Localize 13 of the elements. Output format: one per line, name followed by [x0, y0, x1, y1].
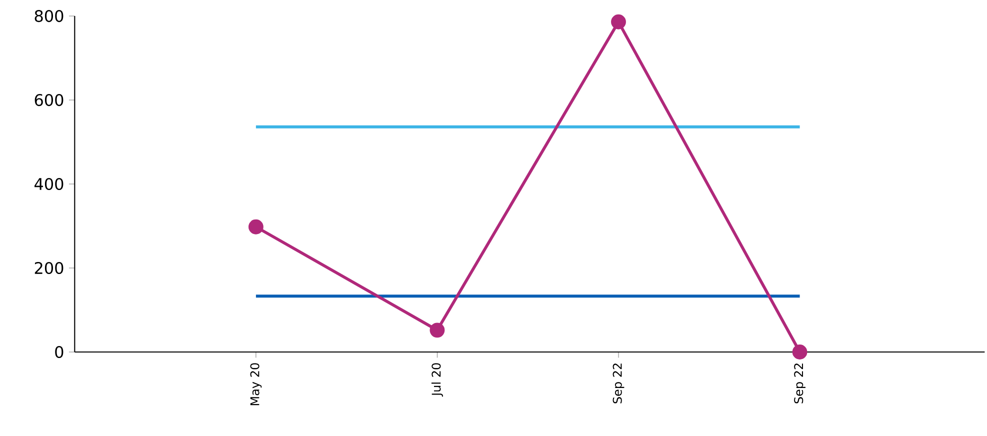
y-tick-label: 400 — [34, 178, 64, 190]
point — [430, 322, 445, 338]
x-tick-label: Sep 22 — [794, 364, 806, 404]
point — [248, 219, 264, 234]
point — [792, 344, 808, 360]
y-tick-label: 0 — [55, 346, 64, 358]
x-tick-label: Jul 20 — [431, 363, 443, 397]
y-tick-label: 800 — [34, 10, 64, 22]
y-tick-label: 600 — [34, 94, 64, 106]
point — [611, 14, 626, 30]
x-tick-label: Sep 22 — [612, 364, 624, 404]
y-tick-label: 200 — [34, 262, 64, 274]
x-tick-label: May 20 — [250, 363, 262, 406]
